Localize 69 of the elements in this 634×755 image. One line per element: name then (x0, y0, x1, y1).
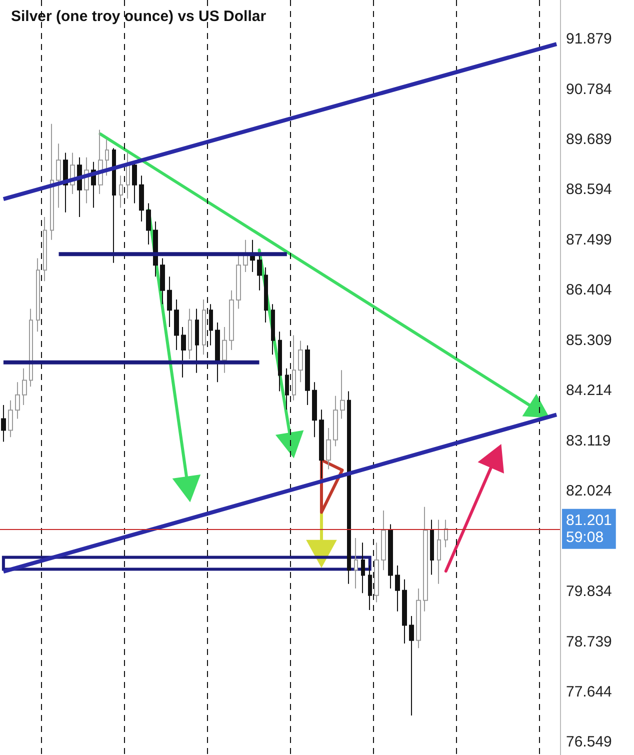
y-tick-label: 84.214 (566, 382, 612, 400)
candlestick (402, 578, 407, 644)
candlestick (430, 519, 434, 576)
candlestick (354, 538, 358, 589)
candlestick (56, 143, 61, 208)
candlestick (105, 138, 109, 176)
candlestick (119, 175, 123, 208)
candlestick (126, 152, 130, 200)
candlestick (146, 202, 151, 245)
candlestick (139, 175, 144, 222)
candlestick (202, 299, 206, 356)
candlestick (347, 390, 351, 584)
candlestick (271, 304, 275, 356)
candlestick (222, 326, 227, 374)
candlestick (29, 308, 33, 388)
candlestick (305, 344, 310, 406)
candlestick (416, 588, 421, 649)
y-tick-label: 87.499 (566, 231, 612, 248)
candlestick (250, 239, 255, 272)
candlestick (278, 331, 282, 392)
candlestick (319, 409, 324, 479)
candlestick (444, 519, 448, 548)
y-tick-label: 85.309 (566, 332, 612, 349)
candlestick (333, 395, 338, 447)
candlestick (50, 123, 54, 240)
candlestick (112, 148, 116, 264)
candlestick (292, 334, 296, 401)
candlestick (15, 382, 20, 420)
candlestick (160, 258, 165, 305)
candlestick (381, 510, 386, 571)
candlestick (236, 253, 241, 310)
y-tick-label: 77.644 (566, 683, 612, 700)
candlestick (423, 506, 428, 612)
ref-line-label: 81.201 59:08 (566, 512, 612, 546)
y-tick-label: 83.119 (566, 432, 611, 450)
candlestick (215, 322, 220, 383)
candlestick (22, 368, 27, 406)
candlestick (174, 299, 179, 350)
candlestick (257, 253, 262, 291)
candlestick (340, 370, 345, 420)
y-tick-label: 88.594 (566, 181, 612, 198)
candlestick (195, 308, 199, 374)
candlestick (361, 542, 365, 594)
y-tick-label: 76.549 (566, 734, 612, 751)
candlestick (374, 542, 379, 603)
y-tick-label: 79.834 (566, 583, 612, 600)
candlestick (326, 427, 331, 470)
candlestick (167, 276, 172, 328)
candlestick (409, 616, 414, 716)
candlestick (8, 400, 13, 438)
candlestick (188, 308, 192, 360)
candlestick (43, 216, 47, 282)
candlestick (36, 258, 40, 332)
y-tick-label: 78.739 (566, 633, 612, 650)
candlestick (264, 266, 268, 323)
y-tick-label: 91.879 (566, 30, 612, 48)
y-tick-label: 82.024 (566, 482, 612, 500)
candlestick (312, 382, 317, 438)
candlestick (1, 404, 6, 442)
y-tick-label: 89.689 (566, 130, 612, 148)
y-tick-label: 86.404 (566, 282, 612, 299)
candlestick (298, 340, 303, 383)
candlestick (243, 239, 248, 272)
y-tick-label: 90.784 (566, 80, 612, 98)
candlestick (229, 290, 234, 350)
candlestick (395, 565, 400, 612)
candlestick (388, 524, 393, 589)
candlestick (437, 519, 441, 584)
candlestick (181, 326, 186, 378)
